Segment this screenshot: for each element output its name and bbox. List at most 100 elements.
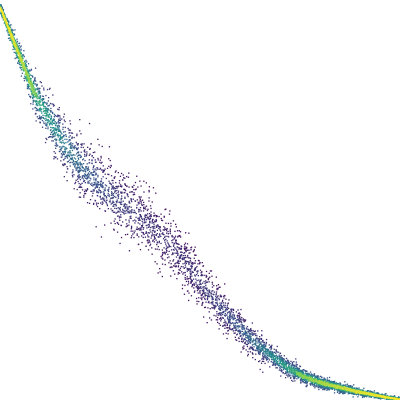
density-point — [20, 52, 22, 54]
density-point — [55, 127, 57, 129]
density-point — [128, 172, 130, 174]
density-point — [54, 129, 57, 131]
density-point — [222, 311, 225, 314]
density-point — [179, 260, 181, 262]
density-point — [25, 59, 27, 61]
density-point — [225, 332, 227, 334]
density-point — [261, 344, 263, 346]
density-point — [83, 150, 85, 153]
density-point — [36, 84, 38, 86]
density-point — [81, 163, 83, 165]
density-point — [86, 168, 89, 170]
density-point — [376, 397, 379, 399]
density-point — [68, 154, 70, 156]
density-point — [300, 381, 302, 384]
density-point — [112, 193, 115, 195]
density-point — [234, 323, 237, 325]
density-point — [96, 191, 98, 194]
density-point — [4, 16, 6, 18]
density-point — [42, 104, 44, 106]
density-point — [224, 314, 226, 316]
density-point — [305, 380, 307, 383]
density-point — [320, 385, 322, 387]
density-point — [171, 266, 173, 268]
density-point — [147, 234, 149, 236]
density-point — [11, 41, 13, 43]
density-point — [255, 353, 257, 355]
density-point — [79, 166, 81, 168]
density-point — [76, 166, 78, 168]
density-point — [79, 176, 81, 178]
density-point — [91, 155, 93, 157]
density-point — [92, 184, 94, 186]
density-point — [339, 382, 341, 384]
density-point — [53, 113, 56, 116]
density-point — [278, 354, 280, 356]
density-point — [45, 137, 47, 140]
density-point — [191, 284, 194, 287]
density-point — [64, 152, 66, 154]
density-point — [238, 326, 240, 328]
density-point — [250, 330, 252, 332]
density-point — [280, 359, 282, 361]
density-point — [160, 235, 162, 238]
density-point — [92, 166, 94, 169]
density-point — [95, 172, 97, 174]
density-point — [298, 367, 300, 370]
density-point — [110, 191, 113, 193]
density-point — [214, 302, 217, 304]
density-point — [252, 338, 255, 340]
density-point — [280, 368, 282, 371]
density-point — [294, 380, 296, 382]
density-point — [2, 19, 4, 21]
density-point — [311, 376, 313, 379]
density-point — [270, 346, 273, 348]
density-point — [109, 159, 111, 162]
density-point — [101, 203, 103, 205]
density-point — [167, 243, 170, 245]
density-point — [294, 365, 296, 368]
density-point — [206, 294, 208, 296]
density-point — [47, 122, 49, 124]
density-point — [272, 352, 274, 354]
density-point — [218, 322, 220, 325]
density-point — [113, 204, 115, 206]
density-point — [365, 390, 367, 393]
density-point — [110, 175, 113, 177]
density-point — [80, 164, 82, 166]
density-point — [176, 246, 178, 248]
density-point — [39, 100, 41, 102]
density-point — [138, 218, 140, 220]
density-point — [45, 117, 47, 119]
density-point — [62, 145, 64, 148]
density-point — [15, 49, 18, 51]
density-point — [42, 117, 45, 119]
density-point — [113, 220, 115, 222]
density-point — [149, 218, 151, 220]
density-point — [179, 255, 181, 257]
density-point — [83, 196, 85, 198]
density-point — [15, 56, 17, 59]
density-point — [76, 188, 78, 191]
density-point — [238, 315, 240, 317]
density-point — [19, 62, 21, 64]
density-point — [167, 222, 170, 225]
density-point — [181, 284, 184, 286]
density-point — [39, 96, 41, 99]
density-point — [147, 249, 150, 251]
density-point — [140, 227, 142, 229]
density-point — [190, 263, 193, 265]
density-point — [136, 233, 138, 235]
density-point — [152, 226, 155, 228]
density-point — [22, 69, 24, 72]
density-point — [238, 312, 241, 314]
density-point — [182, 273, 184, 275]
density-point — [81, 144, 83, 146]
density-point — [259, 351, 261, 353]
density-point — [90, 172, 92, 174]
density-point — [63, 163, 66, 165]
density-point — [170, 249, 173, 251]
density-point — [52, 112, 54, 114]
density-point — [201, 290, 203, 292]
density-point — [266, 358, 268, 360]
